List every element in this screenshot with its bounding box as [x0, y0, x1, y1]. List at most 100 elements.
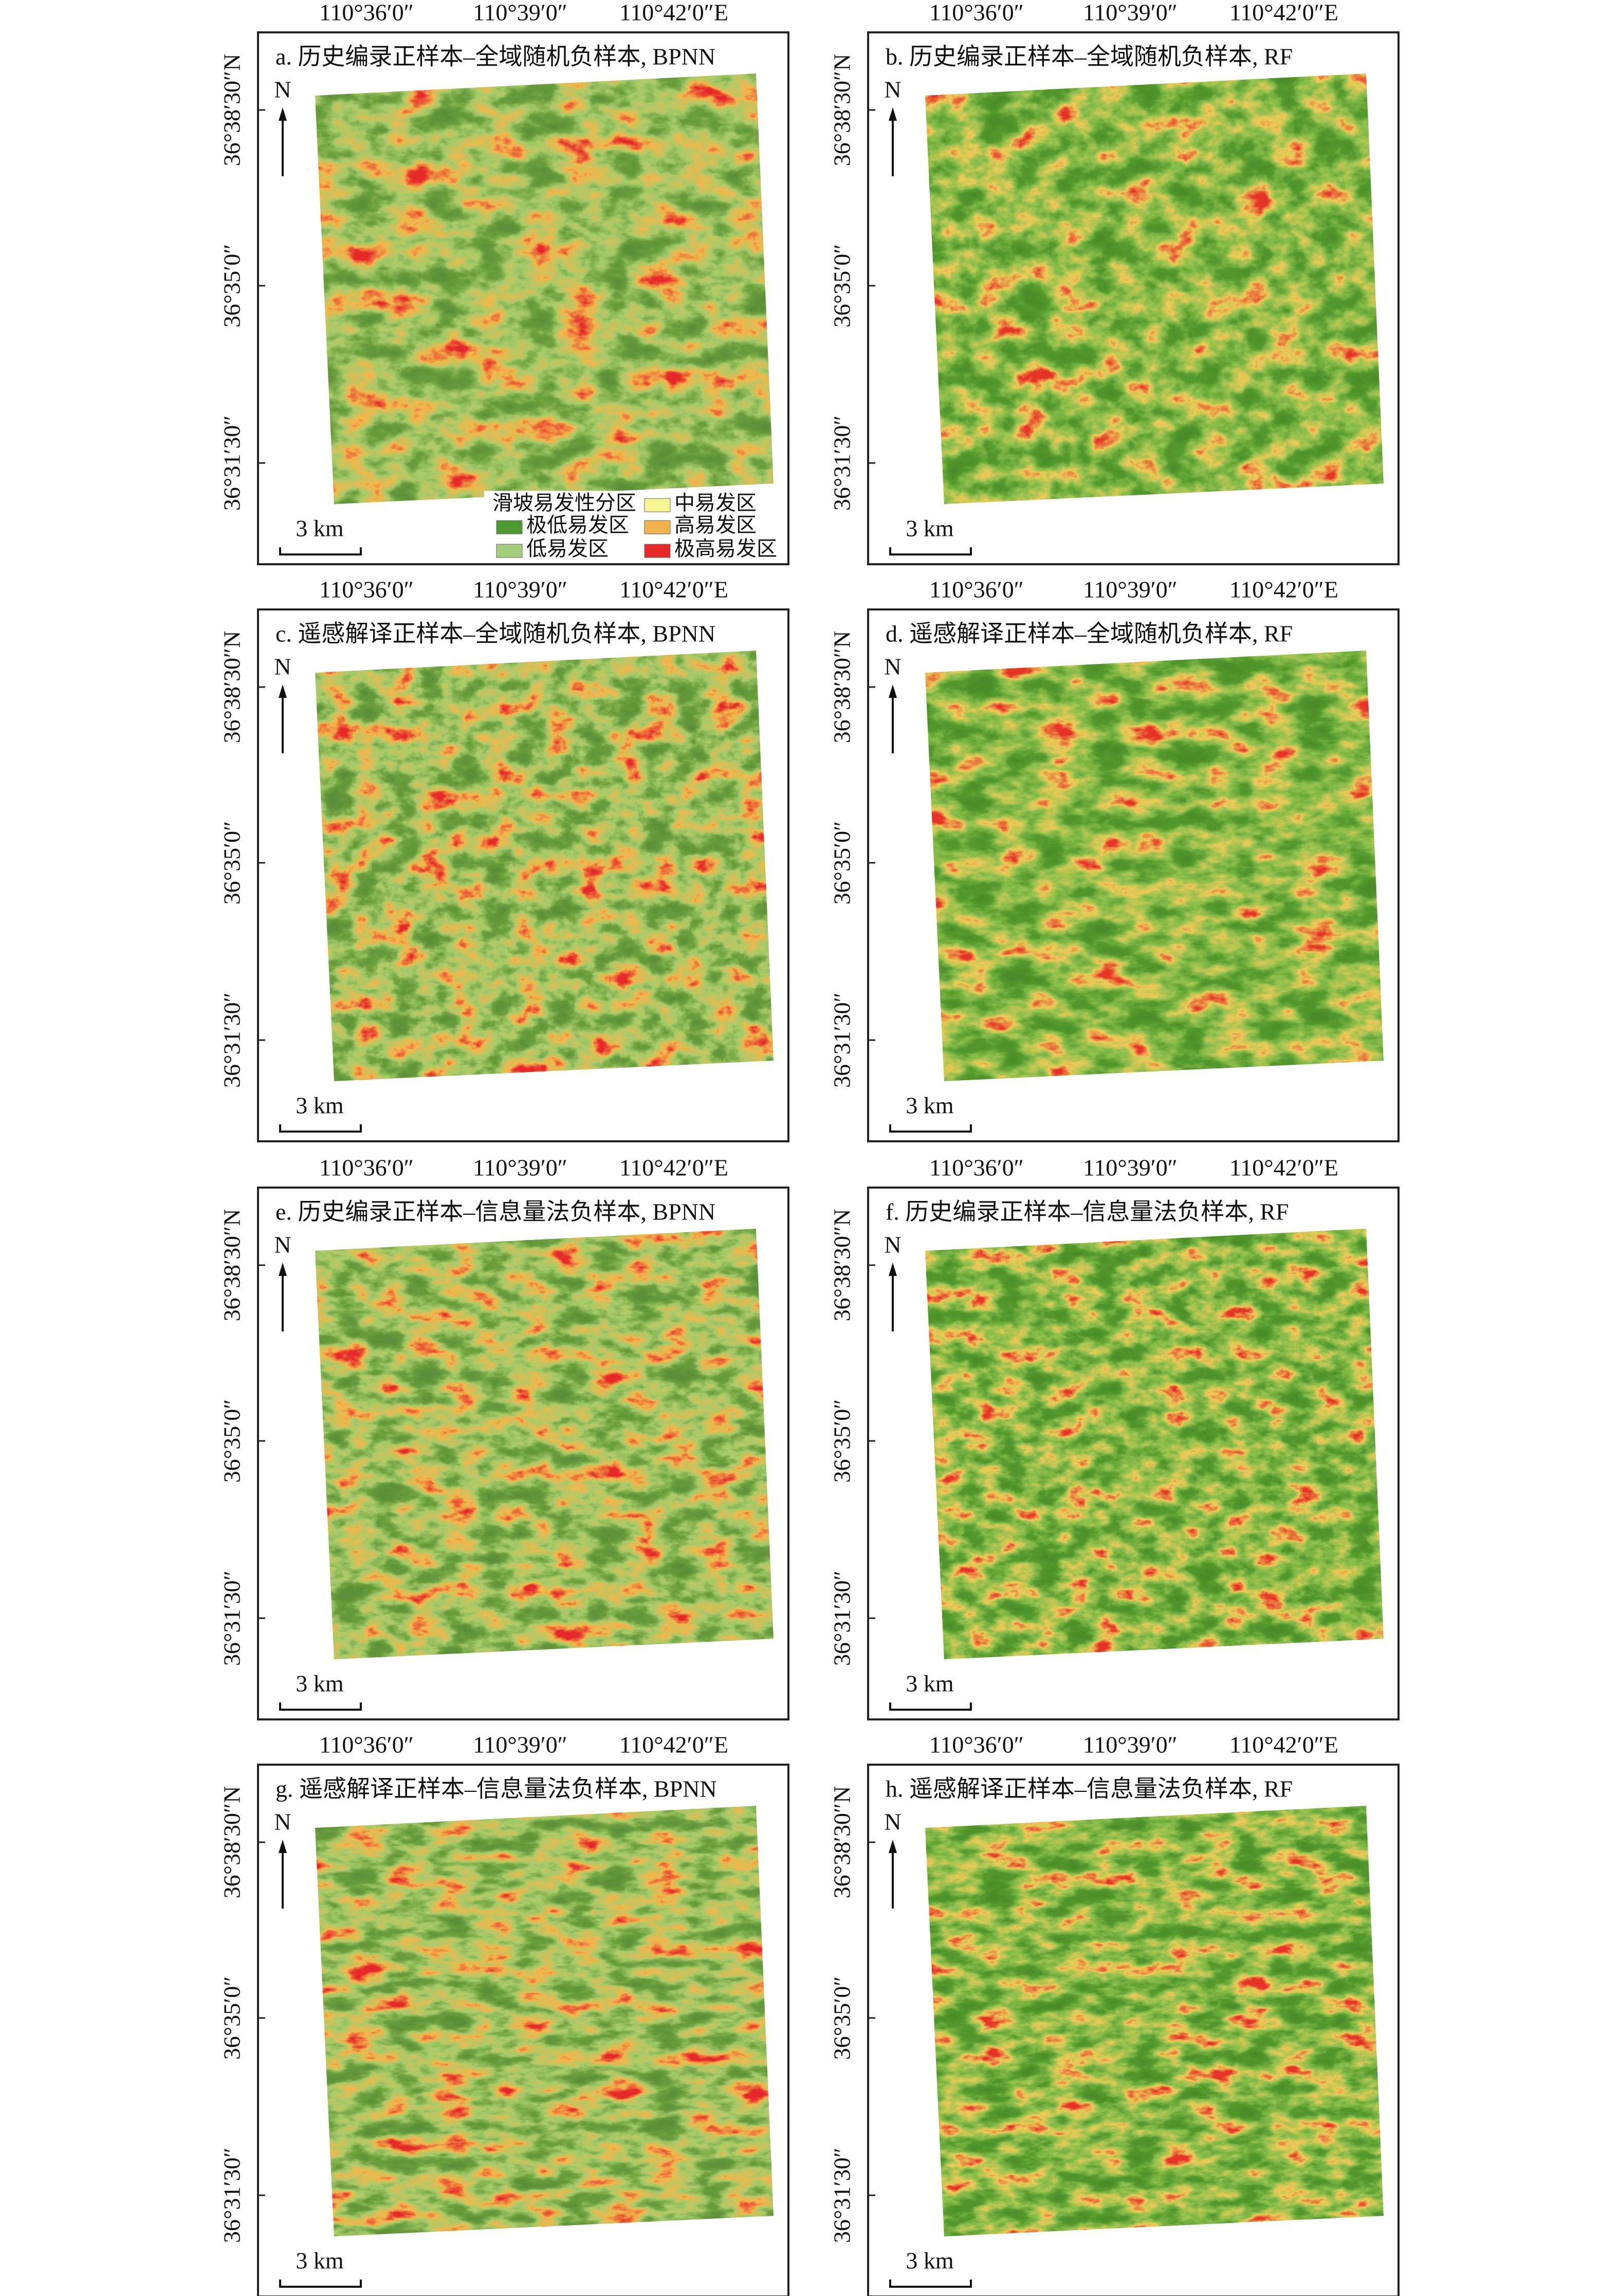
x-tick-label: 110°36′0″: [929, 0, 1024, 26]
x-tick-label: 110°39′0″: [1083, 1732, 1178, 1758]
north-label: N: [274, 77, 291, 103]
y-tick-label: 36°35′0″: [829, 1399, 855, 1483]
north-arrowhead: [889, 107, 897, 121]
y-tick-label: 36°31′30″: [829, 415, 855, 511]
panel-frame: [257, 1187, 789, 1720]
y-tick-label: 36°31′30″: [829, 1570, 855, 1666]
y-tick-label: 36°38′30″N: [219, 1786, 245, 1899]
scale-bar-label: 3 km: [906, 1093, 954, 1119]
x-tick-label: 110°36′0″: [929, 1732, 1024, 1758]
north-label: N: [884, 77, 901, 103]
susceptibility-raster: [925, 1806, 1384, 2236]
north-arrowhead: [889, 1263, 897, 1276]
susceptibility-raster: [315, 1229, 774, 1659]
scale-bar: [889, 1702, 972, 1711]
y-tick-label: 36°31′30″: [219, 1570, 245, 1666]
panel-frame: [867, 608, 1400, 1142]
y-tick-label: 36°38′30″N: [219, 1209, 245, 1322]
panel-title: b. 历史编录正样本–全域随机负样本, RF: [886, 44, 1293, 70]
scale-bar-label: 3 km: [906, 515, 954, 542]
x-tick-label: 110°42′0″E: [619, 1732, 728, 1758]
north-label: N: [884, 654, 901, 680]
panel-frame: [257, 31, 789, 565]
north-arrowhead: [279, 107, 287, 121]
legend-label: 极高易发区: [674, 537, 777, 560]
scale-bar: [279, 1124, 362, 1133]
y-tick-label: 36°31′30″: [829, 992, 855, 1088]
y-tick-label: 36°38′30″N: [829, 1209, 855, 1322]
panel-frame: [257, 608, 789, 1142]
panel-title: d. 遥感解译正样本–全域随机负样本, RF: [886, 621, 1293, 647]
panel-title: h. 遥感解译正样本–信息量法负样本, RF: [886, 1776, 1293, 1802]
panel-title: g. 遥感解译正样本–信息量法负样本, BPNN: [275, 1776, 717, 1802]
map-panel: b. 历史编录正样本–全域随机负样本, RF 110°36′0″ 110°39′0″…: [829, 0, 1400, 565]
map-panel: d. 遥感解译正样本–全域随机负样本, RF 110°36′0″ 110°39′0″…: [829, 577, 1400, 1142]
y-tick-label: 36°35′0″: [219, 1976, 245, 2060]
scale-bar: [279, 1702, 362, 1711]
x-tick-label: 110°36′0″: [319, 1732, 414, 1758]
map-panel: e. 历史编录正样本–信息量法负样本, BPNN 110°36′0″ 110°39′…: [219, 1155, 789, 1720]
north-arrowhead: [279, 1263, 287, 1276]
legend-label: 高易发区: [674, 513, 757, 536]
map-panel: g. 遥感解译正样本–信息量法负样本, BPNN 110°36′0″ 110°39′…: [219, 1732, 789, 2296]
scale-bar: [889, 2280, 972, 2288]
x-tick-label: 110°39′0″: [473, 577, 567, 603]
north-arrowhead: [889, 684, 897, 698]
y-tick-label: 36°35′0″: [219, 1399, 245, 1483]
susceptibility-raster: [315, 1806, 774, 2236]
north-label: N: [884, 1232, 901, 1258]
legend-label: 中易发区: [674, 491, 757, 514]
y-tick-label: 36°35′0″: [219, 821, 245, 905]
scale-bar: [889, 1124, 972, 1133]
north-arrowhead: [889, 1840, 897, 1853]
legend-swatch: [644, 498, 671, 512]
panel-frame: [867, 31, 1400, 565]
x-tick-label: 110°39′0″: [473, 1732, 567, 1758]
scale-bar-label: 3 km: [906, 2248, 954, 2274]
north-label: N: [274, 654, 291, 680]
x-tick-label: 110°39′0″: [473, 0, 567, 26]
x-tick-label: 110°39′0″: [1083, 577, 1178, 603]
x-tick-label: 110°42′0″E: [1229, 0, 1338, 26]
x-tick-label: 110°42′0″E: [1229, 1155, 1338, 1181]
x-tick-label: 110°39′0″: [1083, 0, 1178, 26]
y-tick-label: 36°31′30″: [219, 415, 245, 511]
legend-swatch: [644, 544, 671, 558]
susceptibility-raster: [315, 73, 774, 504]
legend-swatch: [644, 520, 671, 534]
scale-bar-label: 3 km: [296, 1093, 344, 1119]
map-panel: a. 历史编录正样本–全域随机负样本, BPNN 110°36′0″ 110°39′…: [219, 0, 789, 565]
x-tick-label: 110°39′0″: [1083, 1155, 1178, 1181]
y-tick-label: 36°38′30″N: [829, 54, 855, 166]
x-tick-label: 110°36′0″: [319, 577, 414, 603]
y-tick-label: 36°38′30″N: [829, 631, 855, 744]
y-tick-label: 36°38′30″N: [219, 54, 245, 166]
north-arrowhead: [279, 1840, 287, 1853]
y-tick-label: 36°35′0″: [829, 1976, 855, 2060]
y-tick-label: 36°38′30″N: [219, 631, 245, 744]
scale-bar-label: 3 km: [296, 2248, 344, 2274]
y-tick-label: 36°31′30″: [219, 2147, 245, 2243]
scale-bar-label: 3 km: [296, 1671, 344, 1697]
panel-title: f. 历史编录正样本–信息量法负样本, RF: [886, 1199, 1289, 1225]
x-tick-label: 110°42′0″E: [1229, 1732, 1338, 1758]
susceptibility-raster: [315, 651, 774, 1081]
legend-label: 低易发区: [526, 537, 609, 560]
y-tick-label: 36°31′30″: [829, 2147, 855, 2243]
susceptibility-raster: [925, 1229, 1384, 1659]
north-label: N: [274, 1809, 291, 1835]
x-tick-label: 110°36′0″: [929, 1155, 1024, 1181]
susceptibility-raster: [925, 73, 1384, 504]
panel-frame: [867, 1187, 1400, 1720]
y-tick-label: 36°35′0″: [829, 244, 855, 328]
y-tick-label: 36°35′0″: [219, 244, 245, 328]
panel-title: c. 遥感解译正样本–全域随机负样本, BPNN: [275, 621, 715, 647]
north-arrowhead: [279, 684, 287, 698]
x-tick-label: 110°42′0″E: [1229, 577, 1338, 603]
scale-bar: [279, 547, 362, 556]
x-tick-label: 110°39′0″: [473, 1155, 567, 1181]
y-tick-label: 36°35′0″: [829, 821, 855, 905]
susceptibility-raster: [925, 651, 1384, 1081]
x-tick-label: 110°36′0″: [319, 1155, 414, 1181]
